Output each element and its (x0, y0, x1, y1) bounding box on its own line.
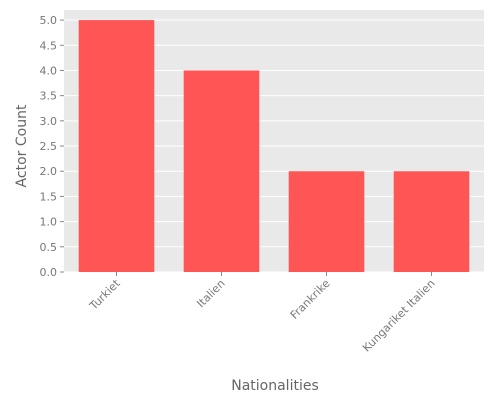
bar-frankrike (288, 171, 365, 272)
bar-italien (183, 70, 260, 272)
x-tick-label: Turkiet (87, 276, 124, 313)
y-tick-label: 0.0 (40, 266, 58, 279)
y-axis-label: Actor Count (14, 104, 30, 187)
x-tick-label: Italien (194, 277, 227, 310)
y-tick-label: 5.0 (40, 14, 58, 27)
x-axis-ticks: Turkiet Italien Frankrike Kungariket Italie… (87, 272, 438, 354)
x-tick-label: Frankrike (288, 277, 333, 322)
y-tick-label: 2.0 (40, 165, 58, 178)
y-tick-label: 0.5 (40, 241, 58, 254)
x-axis-label: Nationalities (231, 378, 319, 394)
y-tick-label: 4.5 (40, 39, 58, 52)
y-tick-label: 1.5 (40, 190, 58, 203)
bars (78, 20, 470, 273)
y-tick-label: 2.5 (40, 140, 58, 153)
y-tick-label: 3.0 (40, 115, 58, 128)
bar-kungariket-italien (393, 171, 470, 272)
x-tick-label: Kungariket Italien (360, 277, 438, 355)
bar-turkiet (78, 20, 155, 273)
y-tick-label: 1.0 (40, 216, 58, 229)
y-tick-label: 4.0 (40, 64, 58, 77)
y-axis-ticks: 0.0 0.5 1.0 1.5 2.0 2.5 3.0 3.5 4.0 4.5 5.0 (40, 14, 64, 279)
y-tick-label: 3.5 (40, 90, 58, 103)
